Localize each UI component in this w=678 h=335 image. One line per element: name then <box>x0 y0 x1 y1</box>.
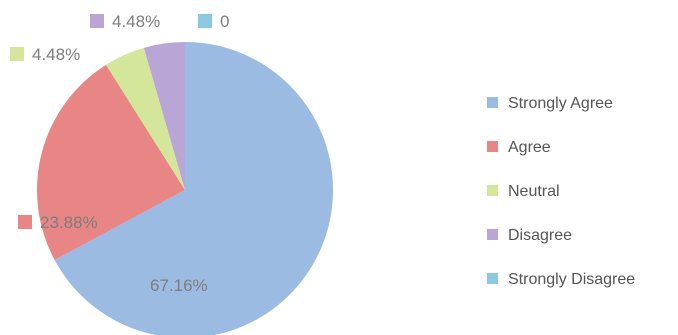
data-label-text: 4.48% <box>32 45 80 64</box>
data-label-disagree: 4.48% <box>90 12 160 31</box>
legend-swatch-agree <box>487 141 498 152</box>
legend-item-agree: Agree <box>487 139 551 156</box>
pie-slice-disagree <box>143 42 185 190</box>
data-label-key-disagree <box>90 14 104 28</box>
data-label-strongly-disagree: 0 <box>198 12 229 31</box>
data-label-agree: 23.88% <box>18 213 98 232</box>
legend-swatch-strongly-agree <box>487 97 498 108</box>
data-label-key-neutral <box>10 47 24 61</box>
legend-item-strongly-disagree: Strongly Disagree <box>487 271 635 288</box>
legend-swatch-disagree <box>487 229 498 240</box>
data-labels: 67.16% 23.88% 4.48% 4.48% 0 <box>10 12 229 295</box>
legend-label: Agree <box>508 139 551 156</box>
data-label-text: 67.16% <box>150 276 208 295</box>
data-label-text: 23.88% <box>40 213 98 232</box>
legend-label: Strongly Agree <box>508 95 613 112</box>
pie-slice-strongly-agree <box>54 42 334 335</box>
data-label-text: 0 <box>220 12 229 31</box>
data-label-key-agree <box>18 215 32 229</box>
legend-label: Disagree <box>508 227 572 244</box>
legend-label: Strongly Disagree <box>508 271 635 288</box>
legend-item-neutral: Neutral <box>487 183 560 200</box>
legend-swatch-strongly-disagree <box>487 273 498 284</box>
data-label-text: 4.48% <box>112 12 160 31</box>
data-label-key-strongly-disagree <box>198 14 212 28</box>
legend-item-strongly-agree: Strongly Agree <box>487 95 613 112</box>
legend-item-disagree: Disagree <box>487 227 572 244</box>
pie-slice-agree <box>37 64 185 260</box>
data-label-strongly-agree: 67.16% <box>150 276 208 295</box>
legend-label: Neutral <box>508 183 560 200</box>
pie-slice-neutral <box>106 47 185 190</box>
data-label-neutral: 4.48% <box>10 45 80 64</box>
pie-slices <box>37 42 334 335</box>
legend: Strongly Agree Agree Neutral Disagree Strong… <box>487 95 635 288</box>
legend-swatch-neutral <box>487 185 498 196</box>
